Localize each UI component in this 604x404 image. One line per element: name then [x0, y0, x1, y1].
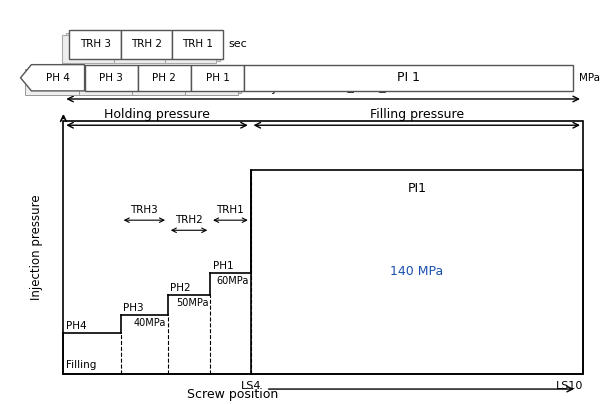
Text: TRH 3: TRH 3 [80, 40, 111, 49]
Text: PH 4: PH 4 [46, 73, 70, 83]
FancyBboxPatch shape [25, 69, 79, 95]
Text: Filling: Filling [66, 360, 96, 370]
FancyBboxPatch shape [85, 65, 138, 91]
FancyBboxPatch shape [188, 67, 241, 93]
Text: MPa: MPa [579, 73, 600, 82]
Text: PH 2: PH 2 [152, 73, 176, 83]
FancyBboxPatch shape [114, 35, 165, 63]
Text: TRH 1: TRH 1 [182, 40, 213, 49]
FancyBboxPatch shape [165, 35, 216, 63]
FancyBboxPatch shape [62, 35, 114, 63]
FancyBboxPatch shape [28, 67, 82, 93]
Text: 140 MPa: 140 MPa [390, 265, 443, 278]
FancyBboxPatch shape [132, 69, 185, 95]
Text: Holding pressure: Holding pressure [104, 108, 210, 121]
FancyBboxPatch shape [169, 33, 220, 61]
Text: LS4: LS4 [240, 381, 261, 391]
Text: Filling pressure: Filling pressure [370, 108, 464, 121]
Text: 50MPa: 50MPa [176, 298, 208, 308]
Text: Injection pressure: Injection pressure [30, 195, 43, 300]
Text: PI1: PI1 [407, 182, 426, 195]
FancyBboxPatch shape [135, 67, 188, 93]
Text: TRH 2: TRH 2 [131, 40, 162, 49]
Text: TRH3: TRH3 [130, 205, 158, 215]
Text: Screw position: Screw position [187, 388, 278, 401]
FancyBboxPatch shape [117, 33, 169, 61]
FancyBboxPatch shape [172, 30, 223, 59]
Text: PH2: PH2 [170, 283, 191, 293]
Text: PH4: PH4 [66, 321, 86, 331]
FancyBboxPatch shape [185, 69, 238, 95]
FancyBboxPatch shape [121, 30, 172, 59]
Text: TRH2: TRH2 [175, 215, 203, 225]
FancyBboxPatch shape [66, 33, 117, 61]
Text: Injection time（TR1）: Injection time（TR1） [260, 81, 386, 94]
Text: 40MPa: 40MPa [133, 318, 166, 328]
Text: PH1: PH1 [213, 261, 233, 271]
Text: LS10: LS10 [556, 381, 583, 391]
Text: PH3: PH3 [123, 303, 144, 313]
FancyBboxPatch shape [82, 67, 135, 93]
Polygon shape [21, 65, 85, 91]
FancyBboxPatch shape [138, 65, 191, 91]
Text: 60MPa: 60MPa [216, 276, 249, 286]
Text: PH 1: PH 1 [205, 73, 230, 83]
FancyBboxPatch shape [69, 30, 121, 59]
FancyBboxPatch shape [244, 65, 573, 91]
Text: PI 1: PI 1 [397, 71, 420, 84]
Text: PH 3: PH 3 [99, 73, 123, 83]
FancyBboxPatch shape [79, 69, 132, 95]
FancyBboxPatch shape [191, 65, 244, 91]
Text: sec: sec [228, 39, 247, 48]
Text: TRH1: TRH1 [217, 205, 244, 215]
